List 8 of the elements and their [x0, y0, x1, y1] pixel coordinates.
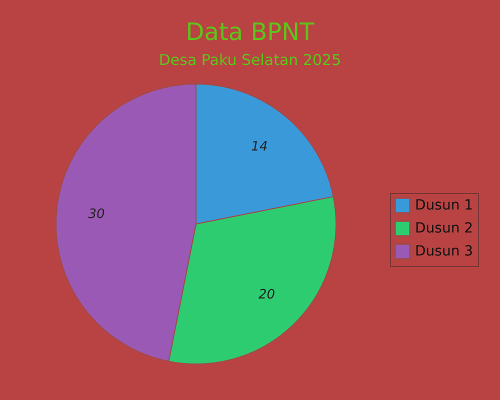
chart-subtitle: Desa Paku Selatan 2025	[158, 51, 342, 69]
legend-label: Dusun 2	[415, 220, 474, 236]
chart-title: Data BPNT	[186, 18, 315, 46]
legend-label: Dusun 1	[415, 198, 474, 214]
data-label: 20	[258, 288, 275, 303]
legend-label: Dusun 3	[415, 244, 474, 260]
data-label: 14	[251, 140, 268, 155]
data-label: 30	[88, 207, 105, 222]
